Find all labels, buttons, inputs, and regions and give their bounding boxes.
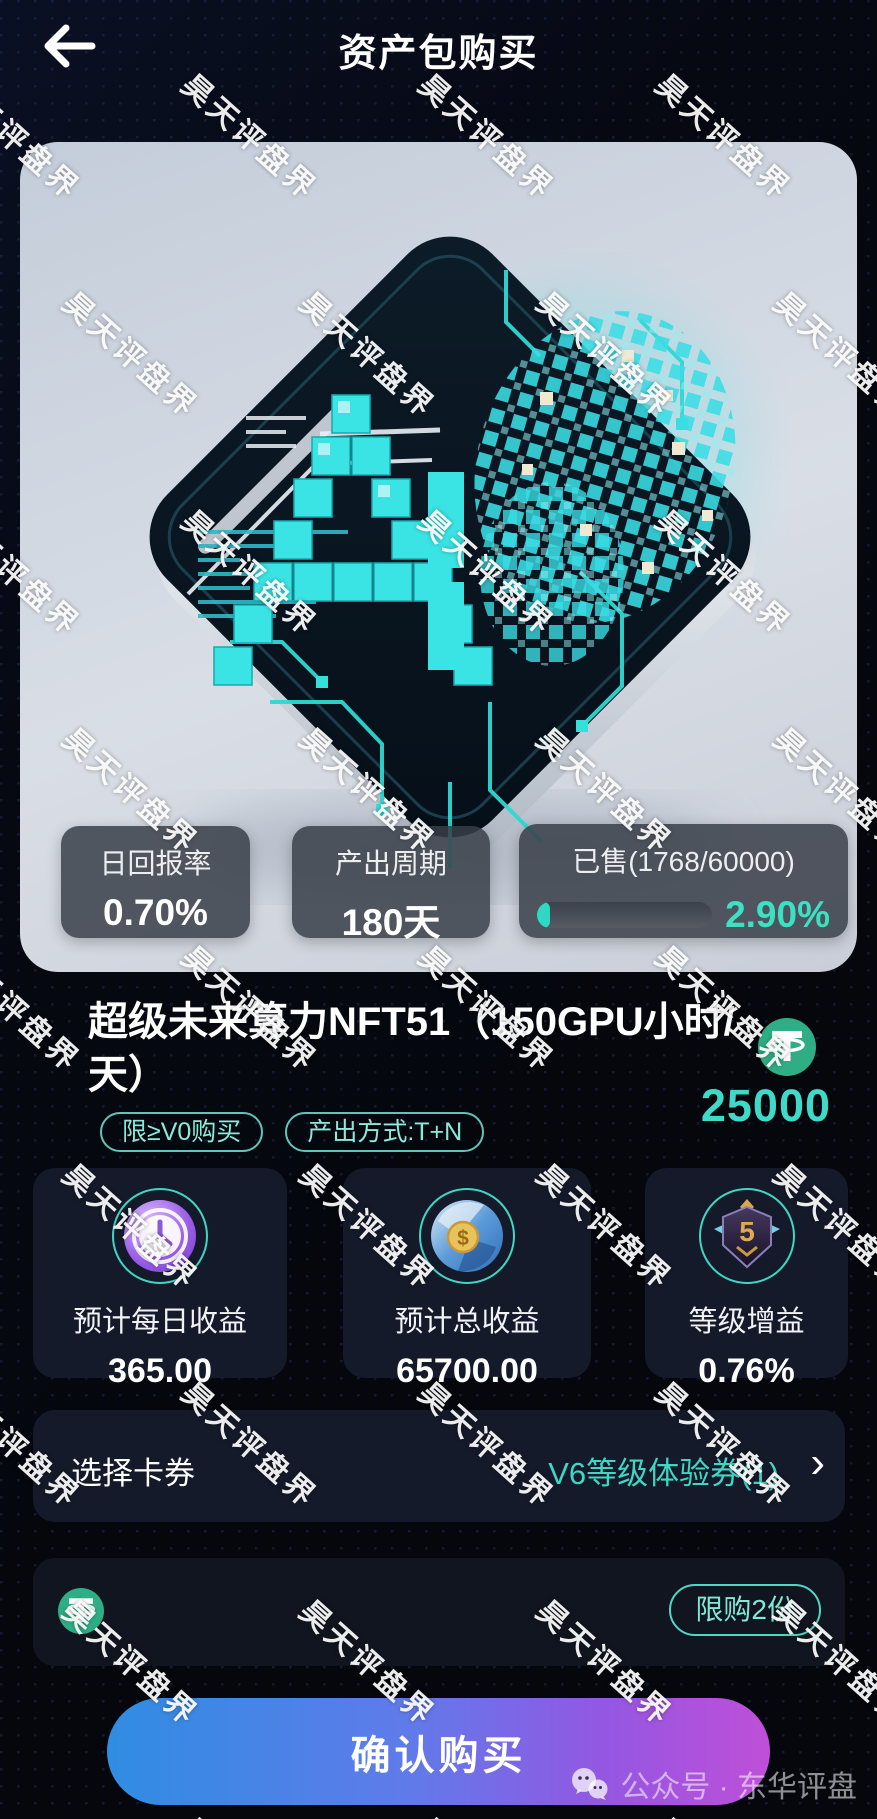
header: 资产包购买 — [0, 0, 877, 95]
back-button[interactable] — [38, 18, 102, 74]
tag-row: 限≥V0购买 产出方式:T+N — [100, 1112, 485, 1152]
sold-progress-fill — [537, 902, 550, 928]
wechat-credit: 公众号 · 东华评盘 — [570, 1762, 857, 1806]
cycle-value: 180天 — [341, 902, 441, 943]
coupon-label: 选择卡券 — [71, 1456, 195, 1491]
coin-icon: $ — [419, 1188, 515, 1284]
vip-limit-tag: 限≥V0购买 — [100, 1112, 264, 1152]
sold-percent: 2.90% — [725, 894, 830, 935]
watermark-text: 昊天评盘界 — [411, 1806, 567, 1819]
badge-number: 5 — [739, 1216, 755, 1247]
daily-return-label: 日回报率 — [99, 848, 212, 879]
level-badge-icon: 5 — [698, 1188, 795, 1284]
purchase-limit-badge: 限购2份 — [669, 1584, 821, 1636]
daily-return-value: 0.70% — [103, 892, 208, 933]
watermark-text: 昊天评盘界 — [648, 1806, 804, 1819]
watermark-text: 昊天评盘界 — [0, 1806, 92, 1819]
svg-text:$: $ — [457, 1227, 469, 1250]
coupon-selector[interactable]: 选择卡券 V6等级体验券(1) › — [33, 1410, 845, 1522]
level-bonus-label: 等级增益 — [688, 1306, 805, 1338]
watermark-text: 昊天评盘界 — [174, 1806, 330, 1819]
sold-box: 已售(1768/60000) 2.90% — [519, 824, 848, 938]
sold-progress-bar — [537, 902, 712, 928]
chevron-right-icon: › — [810, 1438, 825, 1487]
level-bonus-card: 5 等级增益 0.76% — [645, 1168, 848, 1390]
confirm-purchase-button[interactable]: 确认购买 — [107, 1698, 770, 1805]
product-title: 超级未来算力NFT51（150GPU小时/天） — [88, 1000, 735, 1097]
wechat-icon — [572, 1768, 608, 1800]
daily-return-box: 日回报率 0.70% — [61, 826, 250, 938]
product-price: 25000 — [700, 1080, 831, 1131]
tether-coin-icon — [58, 1588, 104, 1634]
level-bonus-value: 0.76% — [698, 1352, 795, 1390]
coupon-selected-value: V6等级体验券(1) — [548, 1456, 779, 1491]
total-income-label: 预计总收益 — [394, 1306, 540, 1338]
output-mode-tag: 产出方式:T+N — [285, 1112, 485, 1152]
credit-text: 公众号 · 东华评盘 — [620, 1771, 857, 1804]
cycle-label: 产出周期 — [334, 848, 447, 879]
arrow-left-icon — [44, 24, 96, 68]
page-title: 资产包购买 — [338, 33, 539, 75]
total-income-card: $ 预计总收益 65700.00 — [343, 1168, 591, 1390]
total-income-value: 65700.00 — [396, 1352, 538, 1390]
payment-row: 限购2份 — [33, 1558, 845, 1666]
clock-icon — [112, 1188, 208, 1284]
sold-label: 已售(1768/60000) — [572, 846, 795, 877]
daily-income-label: 预计每日收益 — [72, 1306, 247, 1338]
tether-icon — [758, 1018, 816, 1076]
daily-income-value: 365.00 — [108, 1352, 212, 1390]
daily-income-card: 预计每日收益 365.00 — [33, 1168, 287, 1390]
cycle-box: 产出周期 180天 — [292, 826, 490, 943]
